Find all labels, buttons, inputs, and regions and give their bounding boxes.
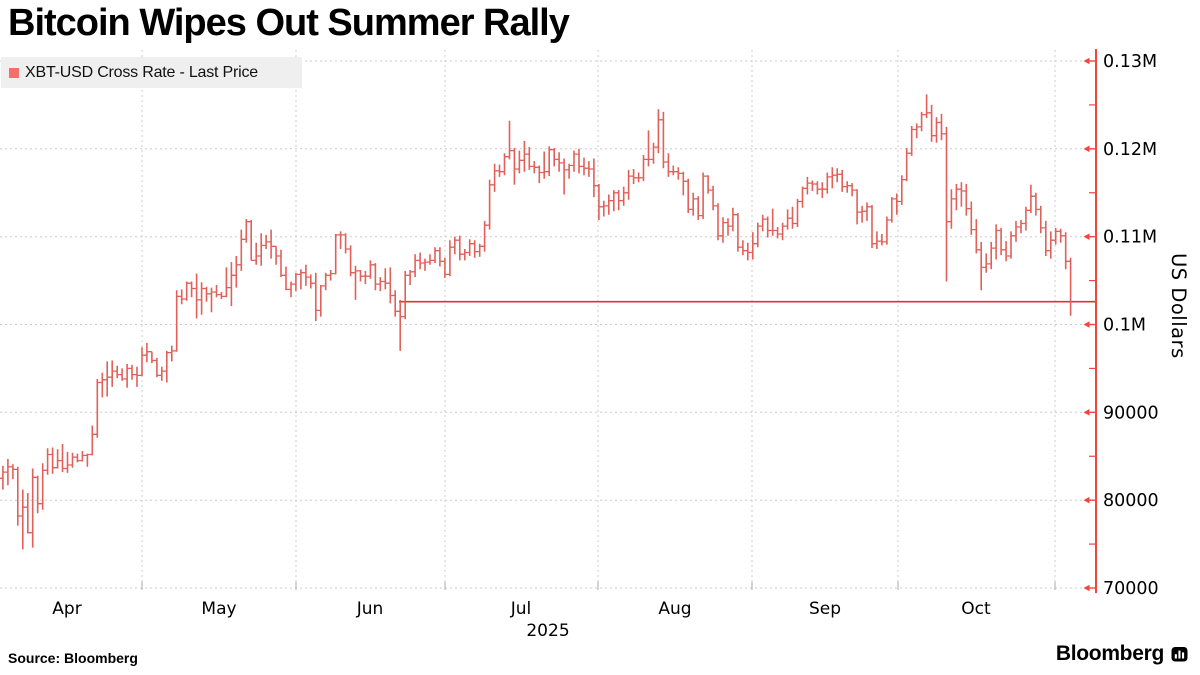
x-axis-year-label: 2025 bbox=[526, 621, 570, 641]
y-tick-arrow-icon bbox=[1083, 145, 1090, 153]
y-axis-title: US Dollars bbox=[1167, 253, 1190, 359]
y-tick-label: 70000 bbox=[1103, 579, 1159, 599]
x-month-label: Apr bbox=[52, 599, 81, 619]
source-note: Source: Bloomberg bbox=[8, 650, 138, 666]
y-tick-arrow-icon bbox=[1083, 321, 1090, 328]
y-tick-label: 90000 bbox=[1103, 403, 1159, 423]
x-month-label: Jul bbox=[510, 599, 532, 619]
grid-lines bbox=[0, 50, 1096, 589]
y-tick-arrow-icon bbox=[1083, 409, 1090, 416]
legend-swatch-icon bbox=[9, 67, 19, 78]
x-month-label: Aug bbox=[658, 599, 691, 619]
y-tick-label: 0.13M bbox=[1103, 52, 1157, 72]
y-tick-label: 0.11M bbox=[1103, 228, 1157, 248]
y-tick-label: 0.1M bbox=[1103, 316, 1146, 336]
legend[interactable]: XBT-USD Cross Rate - Last Price bbox=[1, 57, 302, 88]
x-month-label: Sep bbox=[809, 599, 841, 619]
bloomberg-chart-bubble-icon bbox=[1171, 646, 1188, 661]
x-month-label: May bbox=[201, 599, 236, 619]
x-month-label: Jun bbox=[356, 599, 384, 619]
price-close-connectors bbox=[0, 112, 1071, 534]
bloomberg-wordmark: Bloomberg bbox=[1055, 642, 1164, 665]
y-tick-label: 80000 bbox=[1103, 491, 1159, 511]
y-tick-arrow-icon bbox=[1083, 233, 1090, 240]
y-tick-arrow-icon bbox=[1083, 496, 1090, 504]
price-bars bbox=[2, 94, 1072, 550]
legend-label: XBT-USD Cross Rate - Last Price bbox=[25, 63, 258, 81]
y-tick-arrow-icon bbox=[1083, 584, 1090, 592]
x-month-label: Oct bbox=[961, 599, 991, 619]
y-tick-arrow-icon bbox=[1083, 57, 1090, 65]
chart-title: Bitcoin Wipes Out Summer Rally bbox=[8, 2, 570, 44]
y-tick-label: 0.12M bbox=[1103, 140, 1157, 160]
x-axis-month-ticks bbox=[141, 582, 1056, 590]
bloomberg-brand: Bloomberg bbox=[1056, 642, 1188, 666]
